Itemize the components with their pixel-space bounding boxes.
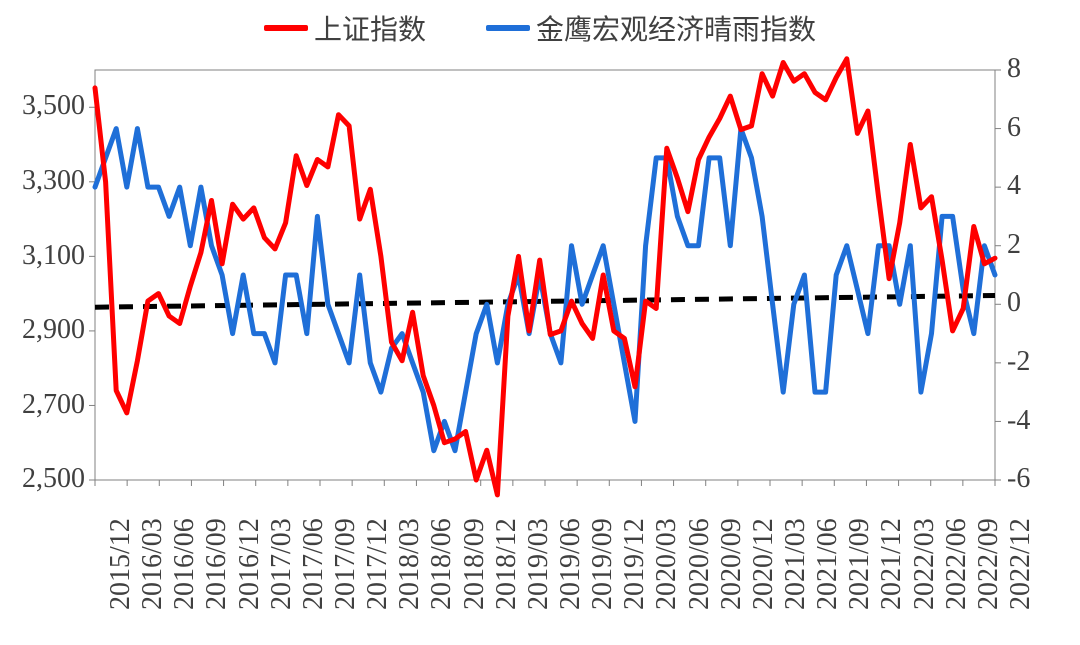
x-tick-label: 2022/06 bbox=[941, 518, 973, 610]
y-right-tick-label: 4 bbox=[1007, 170, 1047, 202]
y-right-tick-label: 6 bbox=[1007, 112, 1047, 144]
x-tick-label: 2020/09 bbox=[716, 518, 748, 610]
x-tick-label: 2017/12 bbox=[362, 518, 394, 610]
y-left-tick-label: 3,500 bbox=[5, 90, 85, 122]
y-right-tick-label: 8 bbox=[1007, 53, 1047, 85]
x-tick-label: 2021/03 bbox=[780, 518, 812, 610]
y-left-tick-label: 3,100 bbox=[5, 240, 85, 272]
y-left-tick-label: 3,300 bbox=[5, 165, 85, 197]
x-tick-label: 2019/06 bbox=[555, 518, 587, 610]
x-tick-label: 2016/03 bbox=[137, 518, 169, 610]
x-tick-label: 2021/12 bbox=[876, 518, 908, 610]
x-tick-label: 2021/06 bbox=[812, 518, 844, 610]
x-tick-label: 2018/09 bbox=[459, 518, 491, 610]
chart-container: 上证指数 金鹰宏观经济晴雨指数 2,5002,7002,9003,1003,30… bbox=[0, 0, 1080, 645]
y-right-tick-label: 0 bbox=[1007, 287, 1047, 319]
x-tick-label: 2017/09 bbox=[330, 518, 362, 610]
x-tick-label: 2019/12 bbox=[619, 518, 651, 610]
x-tick-label: 2022/12 bbox=[1005, 518, 1037, 610]
x-tick-label: 2019/03 bbox=[523, 518, 555, 610]
y-left-tick-label: 2,900 bbox=[5, 314, 85, 346]
y-right-tick-label: -6 bbox=[1007, 463, 1047, 495]
x-tick-label: 2017/03 bbox=[266, 518, 298, 610]
x-tick-label: 2019/09 bbox=[587, 518, 619, 610]
y-right-tick-label: 2 bbox=[1007, 229, 1047, 261]
x-tick-label: 2021/09 bbox=[844, 518, 876, 610]
x-tick-label: 2016/06 bbox=[169, 518, 201, 610]
x-tick-label: 2018/12 bbox=[491, 518, 523, 610]
x-tick-label: 2020/12 bbox=[748, 518, 780, 610]
y-right-tick-label: -4 bbox=[1007, 405, 1047, 437]
x-tick-label: 2018/06 bbox=[426, 518, 458, 610]
x-tick-label: 2016/12 bbox=[234, 518, 266, 610]
x-tick-label: 2017/06 bbox=[298, 518, 330, 610]
x-tick-label: 2018/03 bbox=[394, 518, 426, 610]
y-right-tick-label: -2 bbox=[1007, 346, 1047, 378]
y-left-tick-label: 2,500 bbox=[5, 463, 85, 495]
x-tick-label: 2020/03 bbox=[651, 518, 683, 610]
x-tick-label: 2015/12 bbox=[105, 518, 137, 610]
x-tick-label: 2020/06 bbox=[684, 518, 716, 610]
x-tick-label: 2022/09 bbox=[973, 518, 1005, 610]
x-tick-label: 2016/09 bbox=[201, 518, 233, 610]
y-left-tick-label: 2,700 bbox=[5, 389, 85, 421]
x-tick-label: 2022/03 bbox=[909, 518, 941, 610]
